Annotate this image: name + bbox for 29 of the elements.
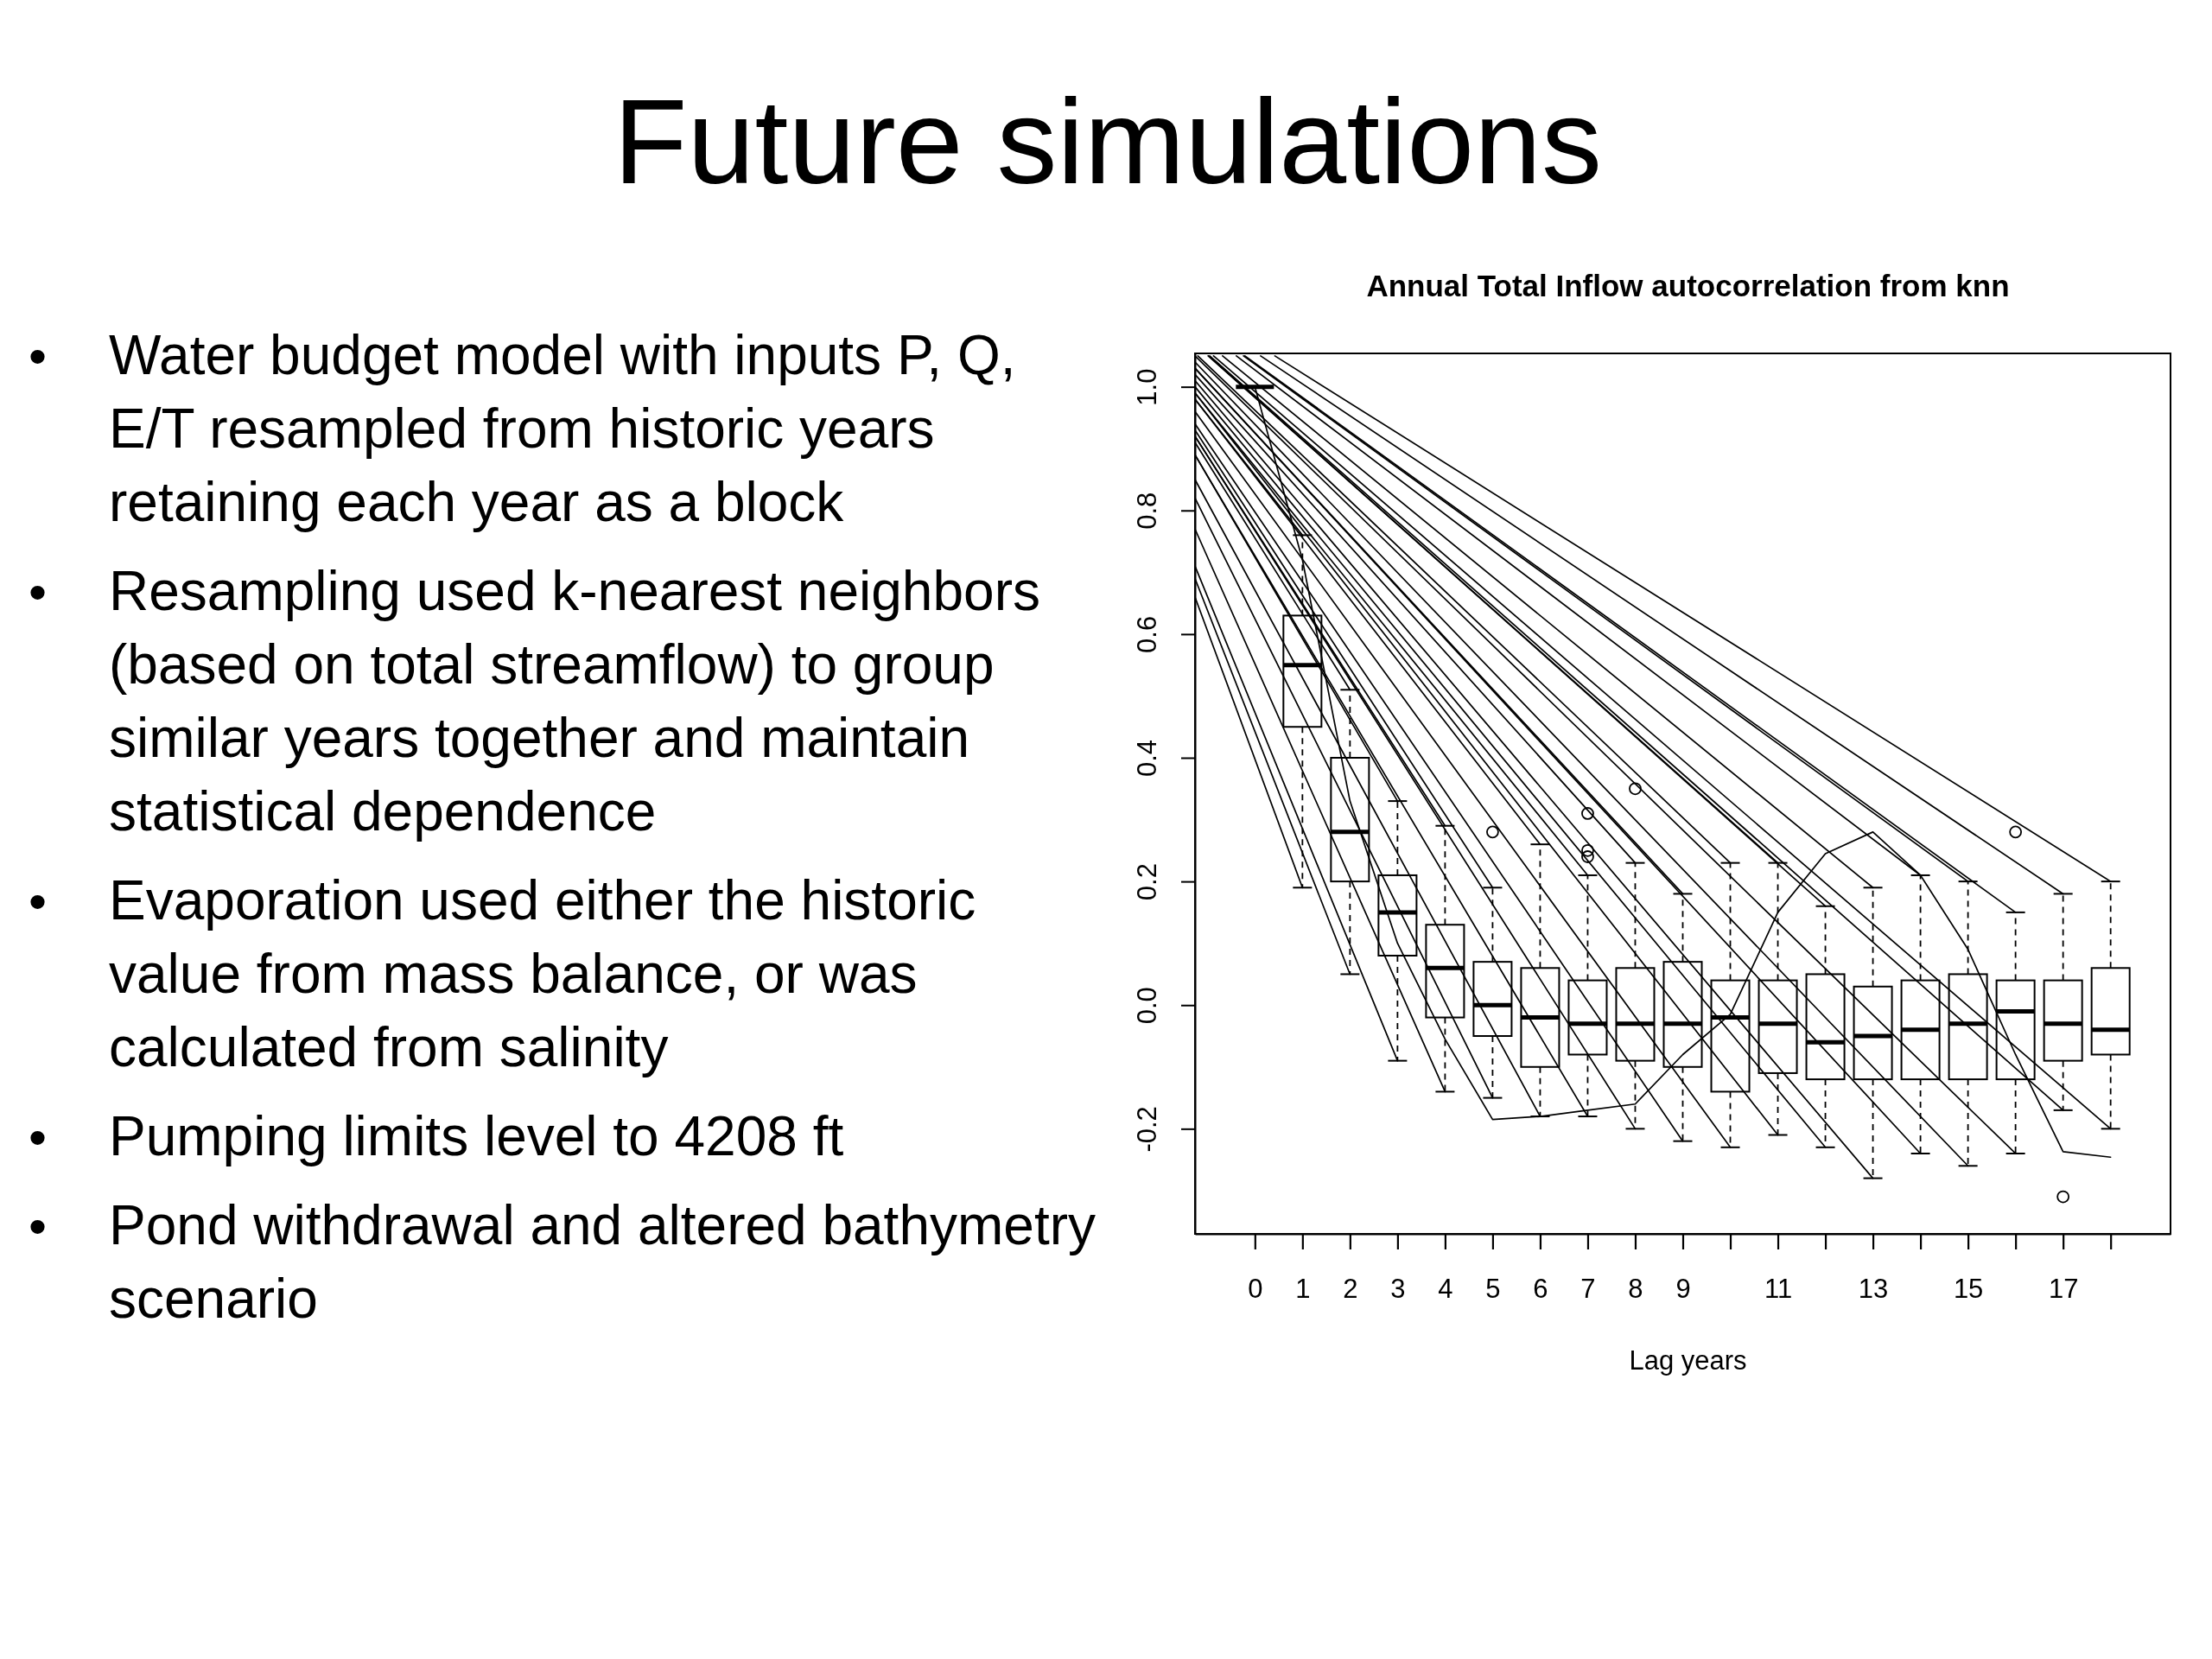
text: • Resampling used k-nearest neighbors (based on total streamflow) to group similar years together and maintain statistical dependence xyxy=(29,560,1040,842)
x-tick-label: 9 xyxy=(1675,1274,1691,1304)
x-tick-label: 2 xyxy=(1343,1274,1358,1304)
y-tick-label: 0.2 xyxy=(1132,863,1162,901)
chart-title: Future simulations xyxy=(613,73,1602,209)
y-tick-label: 1.0 xyxy=(1132,368,1162,406)
x-tick-label: 6 xyxy=(1533,1274,1548,1304)
text: • Pond withdrawal and altered bathymetry scenario xyxy=(29,1194,1096,1330)
text: • Pumping limits level to 4208 ft xyxy=(29,1105,844,1167)
x-tick-label: 11 xyxy=(1764,1274,1793,1304)
x-tick-label: 0 xyxy=(1248,1274,1263,1304)
y-tick-label: 0.4 xyxy=(1132,739,1162,778)
chart-subtitle: Annual Total Inflow autocorrelation from knn xyxy=(1366,269,2010,302)
x-tick-label: 1 xyxy=(1295,1274,1311,1304)
text: • Water budget model with inputs P, Q, E/T resampled from historic years retaining each year as a block xyxy=(29,324,1016,533)
x-tick-label: 13 xyxy=(1858,1274,1889,1304)
y-tick-label: -0.2 xyxy=(1132,1106,1162,1153)
y-tick-label: 0.6 xyxy=(1132,615,1162,653)
text: • Evaporation used either the historic value from mass balance, or was calculated from salinity xyxy=(29,869,976,1078)
y-tick-label: 0.0 xyxy=(1132,987,1162,1025)
x-tick-label: 8 xyxy=(1628,1274,1643,1304)
x-tick-label: 7 xyxy=(1580,1274,1596,1304)
x-tick-label: 5 xyxy=(1485,1274,1501,1304)
x-axis-title: Lag years xyxy=(1629,1345,1747,1376)
x-tick-label: 3 xyxy=(1390,1274,1406,1304)
y-tick-label: 0.8 xyxy=(1132,492,1162,530)
x-tick-label: 15 xyxy=(1953,1274,1984,1304)
x-tick-label: 4 xyxy=(1438,1274,1453,1304)
x-tick-label: 17 xyxy=(2048,1274,2079,1304)
